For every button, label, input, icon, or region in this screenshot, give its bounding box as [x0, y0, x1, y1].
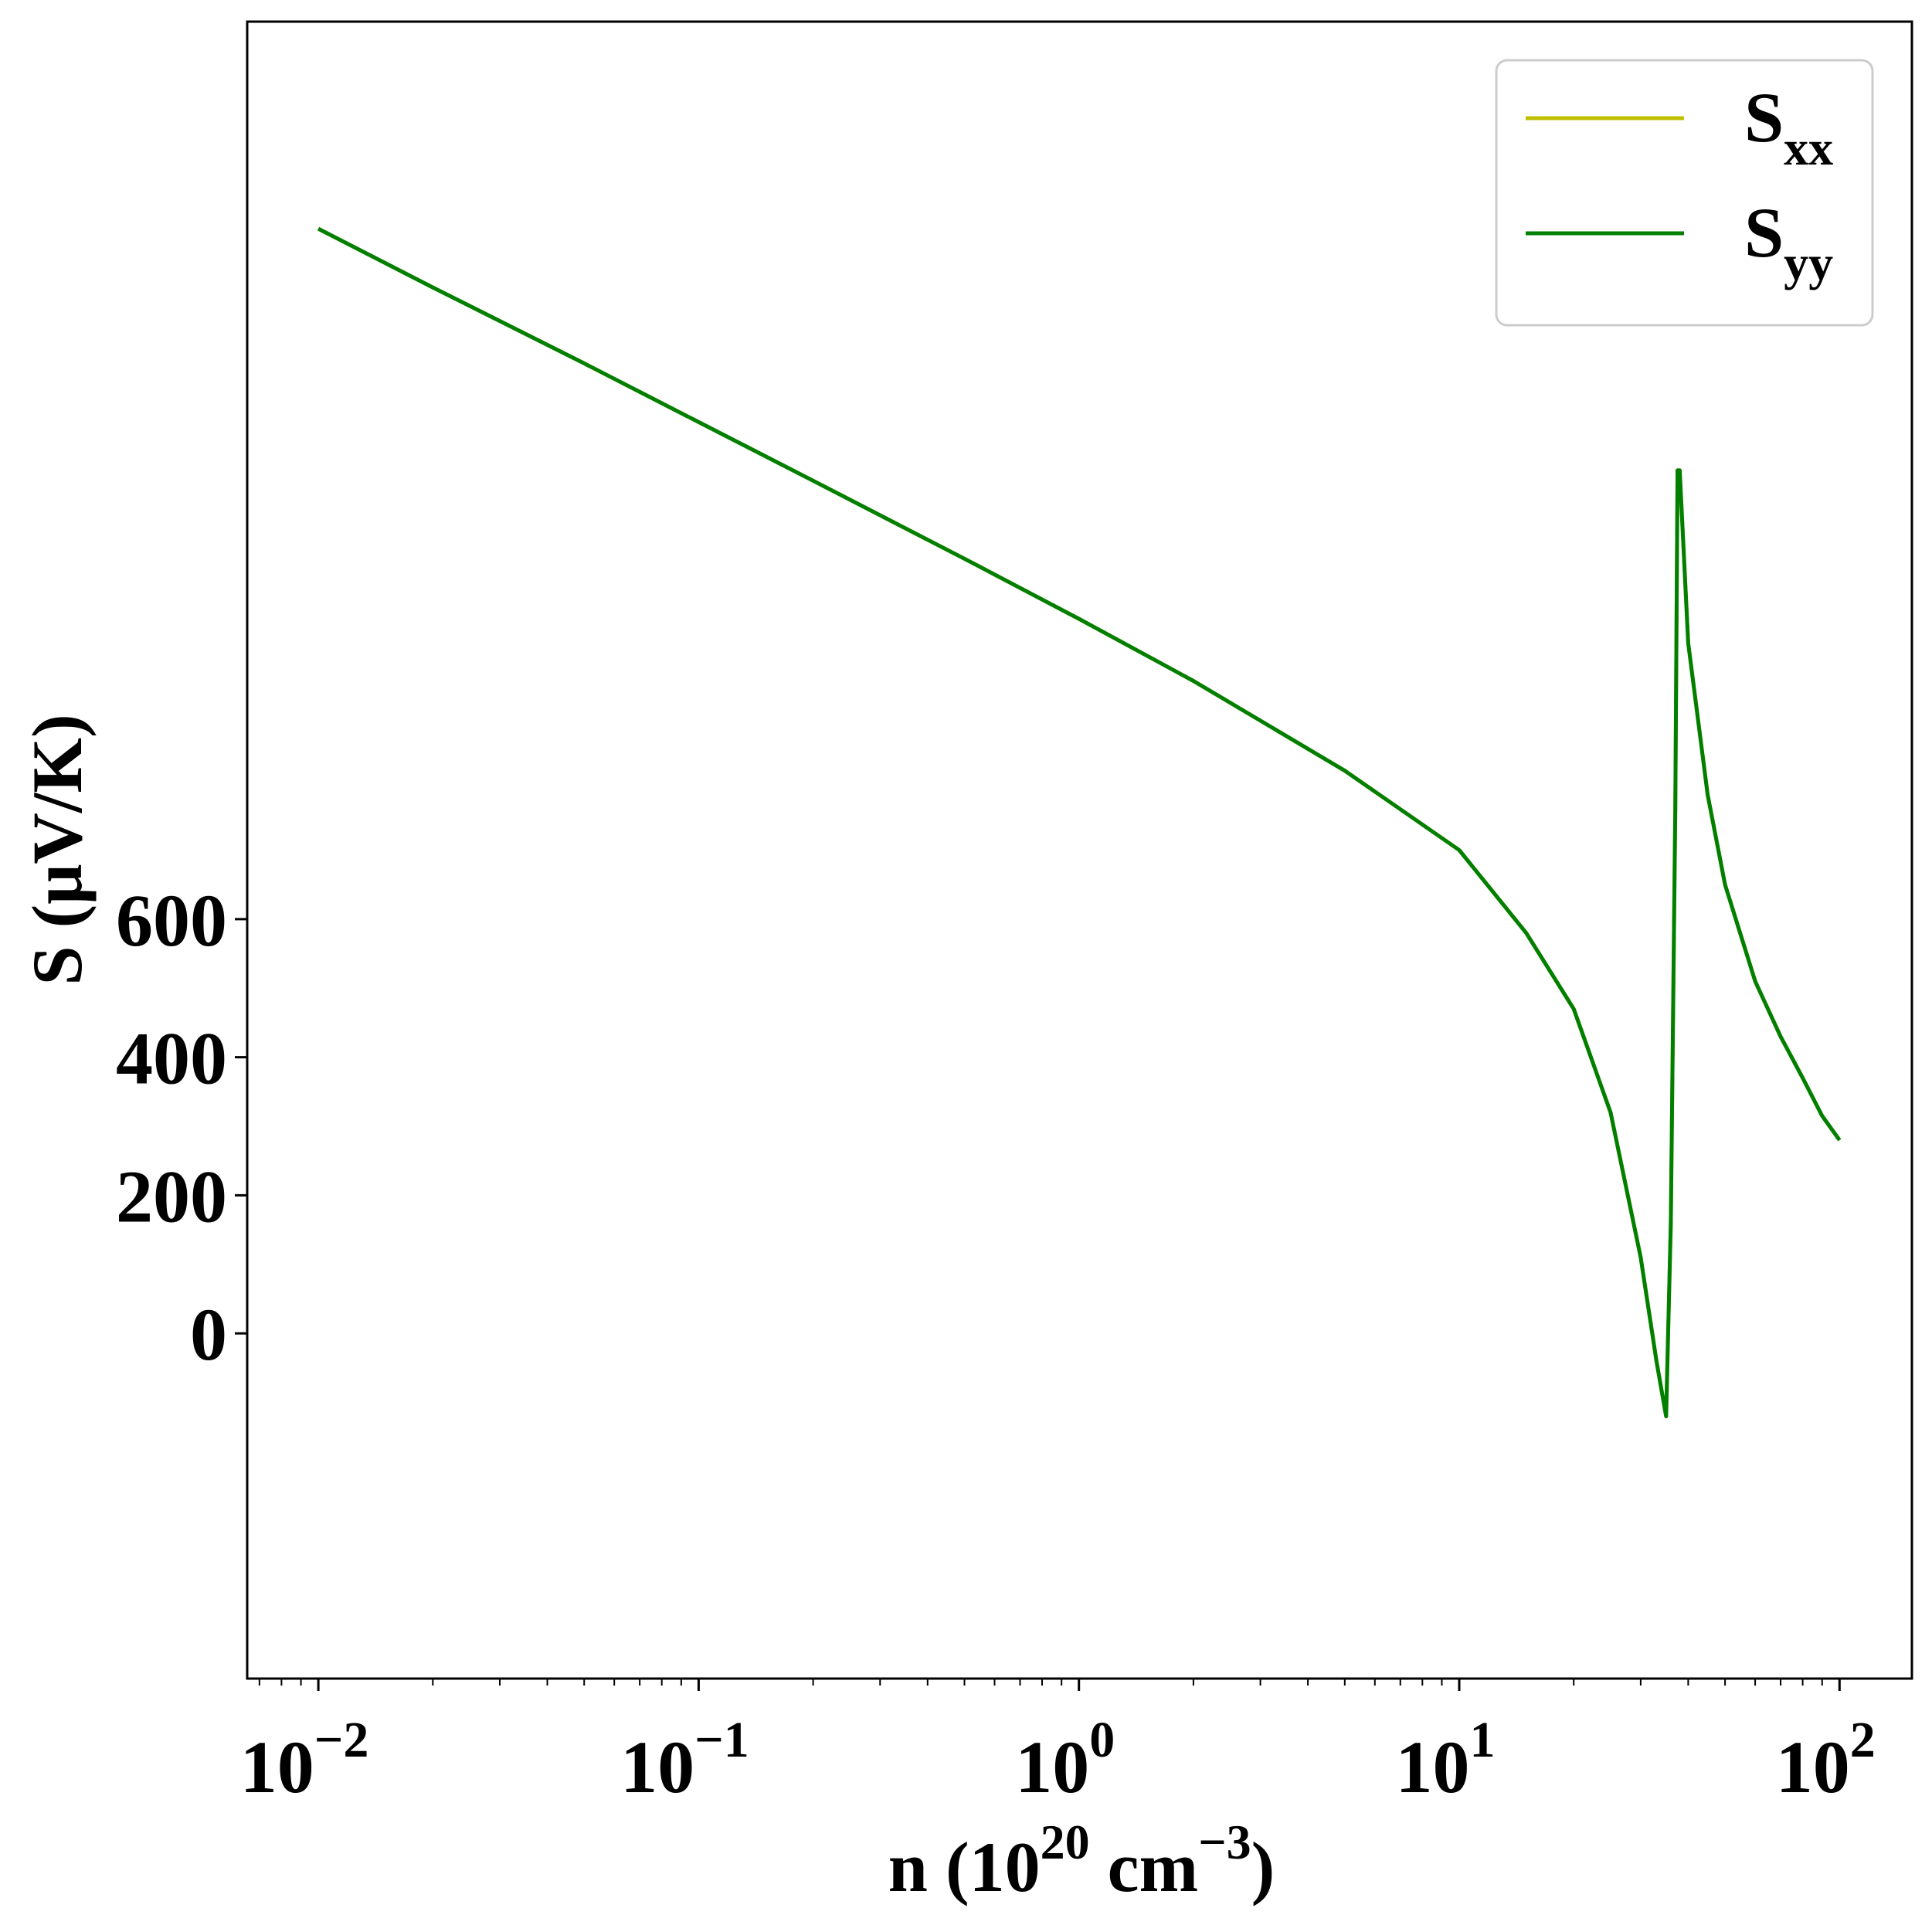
x-tick-label: 10−1	[620, 1712, 749, 1808]
series-layer	[317, 226, 1842, 1418]
y-tick-label: 400	[116, 1017, 227, 1100]
x-tick-label: 101	[1396, 1712, 1496, 1808]
y-tick-label: 200	[116, 1155, 227, 1238]
x-axis-label: n (1020 cm−3)	[888, 1815, 1275, 1906]
y-axis-ticks: 0 200 400 600	[116, 879, 247, 1376]
y-axis-label: S (μV/K)	[18, 714, 97, 985]
legend: Sxx Syy	[1495, 59, 1874, 327]
x-tick-label: 102	[1776, 1712, 1876, 1808]
y-tick-label: 600	[116, 879, 227, 962]
series-line-syy	[317, 226, 1842, 1418]
x-tick-label: 10−2	[240, 1712, 369, 1808]
legend-label-sxx: Sxx	[1744, 78, 1833, 175]
x-tick-label: 100	[1015, 1712, 1115, 1808]
x-axis-ticks: 10−2 10−1 100 101 102	[240, 1679, 1876, 1808]
legend-label-syy: Syy	[1744, 193, 1833, 290]
y-tick-label: 0	[190, 1293, 227, 1376]
legend-box	[1495, 59, 1874, 327]
